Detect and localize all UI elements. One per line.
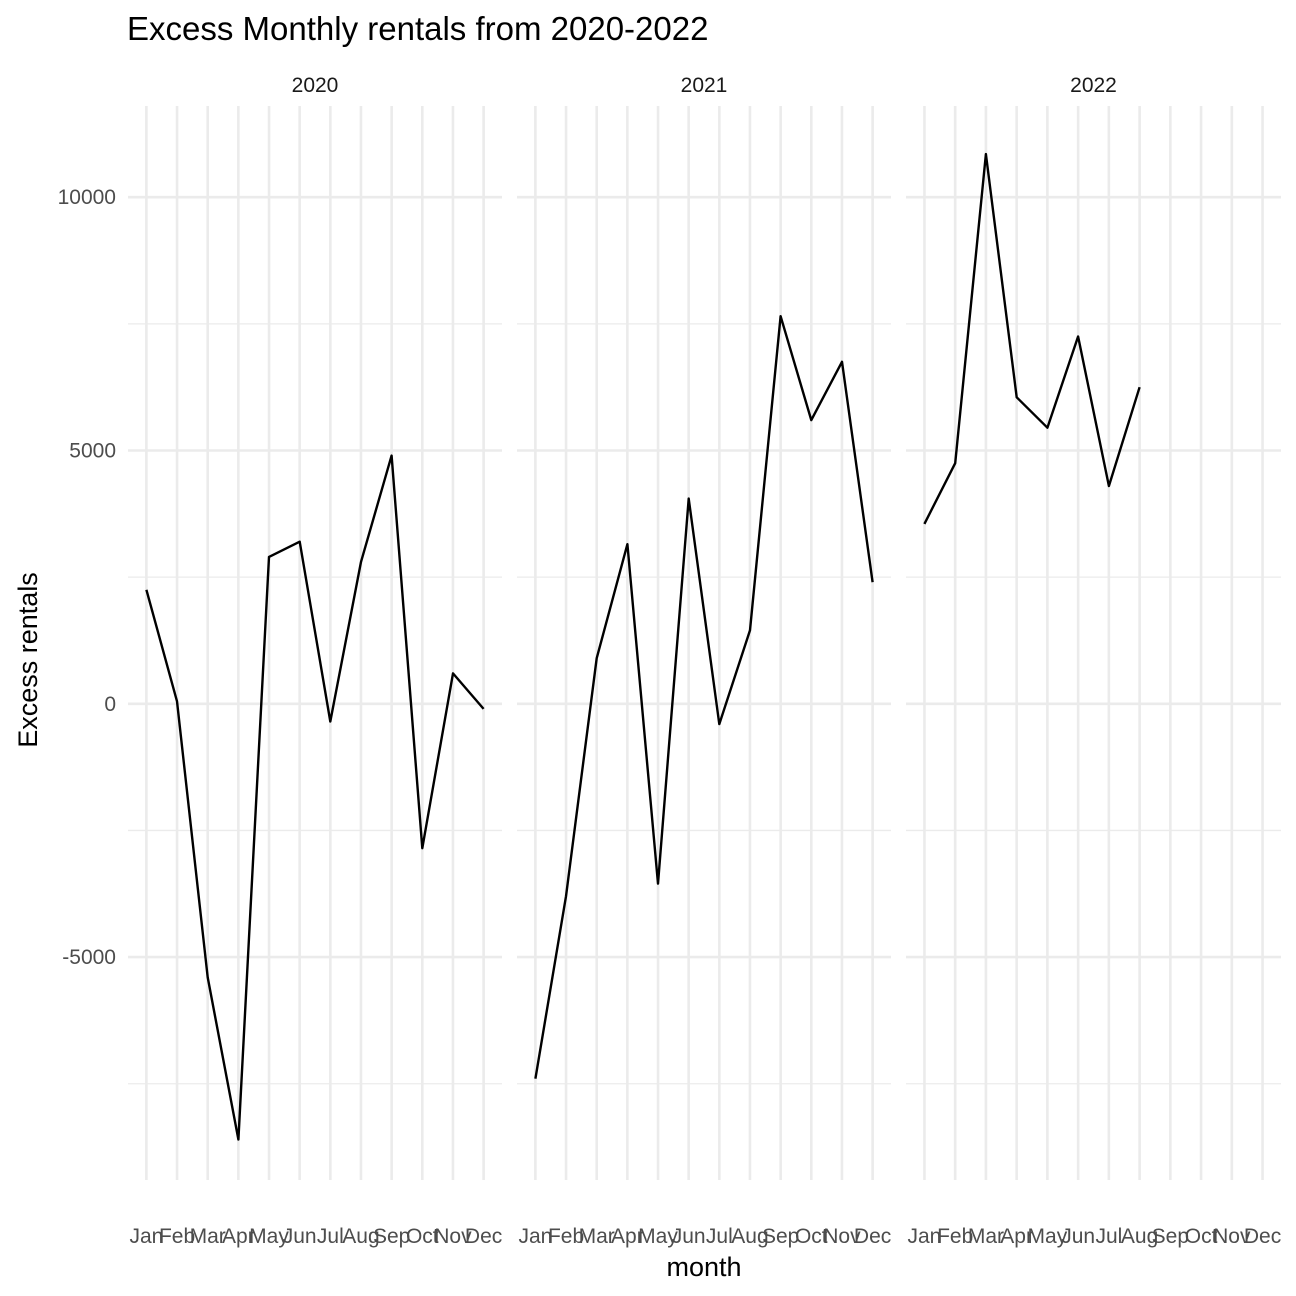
x-tick-label: Nov — [823, 1225, 861, 1248]
x-tick-label: Feb — [937, 1225, 973, 1248]
x-axis-title: month — [666, 1252, 741, 1282]
y-tick-label: 10000 — [58, 186, 116, 209]
x-tick-label: May — [638, 1225, 678, 1248]
x-tick-label: Jun — [283, 1225, 317, 1248]
facet-label: 2020 — [292, 74, 339, 97]
x-tick-label: May — [249, 1225, 289, 1248]
x-tick-label: Jan — [518, 1225, 552, 1248]
facet-label: 2022 — [1070, 74, 1117, 97]
x-tick-label: Nov — [1213, 1225, 1251, 1248]
x-tick-label: Oct — [795, 1225, 828, 1248]
x-tick-label: Apr — [611, 1225, 644, 1248]
x-tick-label: Sep — [373, 1225, 410, 1248]
x-tick-label: Jan — [129, 1225, 163, 1248]
x-tick-label: Mar — [968, 1225, 1004, 1248]
x-tick-label: Aug — [731, 1225, 768, 1248]
x-tick-label: Aug — [342, 1225, 379, 1248]
x-tick-label: Aug — [1121, 1225, 1158, 1248]
y-tick-label: -5000 — [62, 946, 116, 969]
x-tick-label: Oct — [406, 1225, 439, 1248]
series-line-2022 — [923, 152, 1141, 525]
x-tick-label: Sep — [1152, 1225, 1189, 1248]
x-tick-label: Jul — [1095, 1225, 1122, 1248]
x-tick-label: Oct — [1185, 1225, 1218, 1248]
x-tick-label: Dec — [854, 1225, 891, 1248]
x-tick-label: Jan — [908, 1225, 942, 1248]
y-tick-label: 0 — [104, 693, 116, 716]
x-tick-label: Mar — [579, 1225, 615, 1248]
x-tick-label: Nov — [434, 1225, 472, 1248]
x-tick-label: Jun — [672, 1225, 706, 1248]
x-tick-label: Dec — [1244, 1225, 1281, 1248]
y-tick-label: 5000 — [69, 439, 116, 462]
x-tick-label: Sep — [762, 1225, 799, 1248]
facet-label: 2021 — [681, 74, 728, 97]
x-tick-label: Feb — [159, 1225, 195, 1248]
series-line-2020 — [145, 454, 485, 1141]
x-tick-label: Jul — [706, 1225, 733, 1248]
y-axis-title: Excess rentals — [13, 572, 43, 748]
x-tick-label: Jul — [317, 1225, 344, 1248]
x-tick-label: Mar — [190, 1225, 226, 1248]
x-tick-label: May — [1028, 1225, 1068, 1248]
y-axis-tick-labels: -5000 0 5000 10000 — [58, 186, 116, 969]
x-tick-label: Feb — [548, 1225, 584, 1248]
x-tick-label: Jun — [1061, 1225, 1095, 1248]
x-tick-label: Apr — [222, 1225, 255, 1248]
series-line-2021 — [534, 315, 874, 1079]
x-tick-label: Apr — [1000, 1225, 1033, 1248]
chart-title: Excess Monthly rentals from 2020-2022 — [127, 10, 708, 47]
x-tick-label: Dec — [465, 1225, 502, 1248]
